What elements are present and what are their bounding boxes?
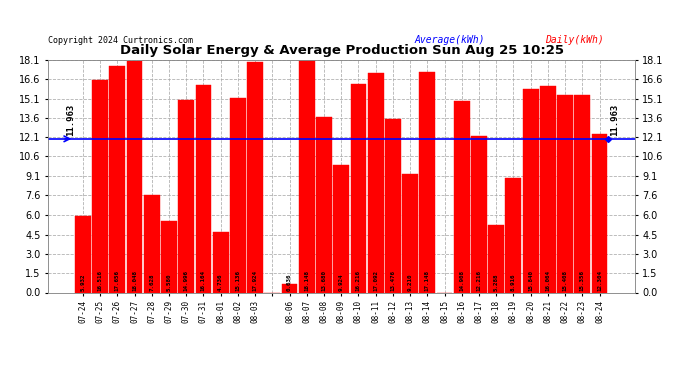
Text: Copyright 2024 Curtronics.com: Copyright 2024 Curtronics.com [48,36,193,45]
Text: 16.064: 16.064 [545,270,551,291]
Bar [299,59,315,292]
Text: 17.656: 17.656 [115,270,120,291]
Bar [195,85,211,292]
Text: 15.136: 15.136 [235,270,240,291]
Text: Average(kWh): Average(kWh) [414,35,484,45]
Bar [591,135,607,292]
Bar [92,80,108,292]
Bar [282,284,297,292]
Bar [385,119,401,292]
Text: 5.932: 5.932 [80,273,86,291]
Bar [213,232,228,292]
Text: 7.628: 7.628 [149,273,155,291]
Bar [454,101,470,292]
Text: 14.908: 14.908 [460,270,464,291]
Text: 9.210: 9.210 [408,273,413,291]
Bar [368,73,384,292]
Bar [127,61,142,292]
Bar [523,89,539,292]
Text: 12.216: 12.216 [477,270,482,291]
Text: 4.736: 4.736 [218,273,223,291]
Text: 15.408: 15.408 [562,270,568,291]
Bar [489,225,504,292]
Bar [230,98,246,292]
Text: 16.516: 16.516 [97,270,103,291]
Bar [351,84,366,292]
Text: 17.924: 17.924 [253,270,257,291]
Text: 11.963: 11.963 [66,104,75,136]
Bar [574,95,590,292]
Text: 5.288: 5.288 [494,273,499,291]
Title: Daily Solar Energy & Average Production Sun Aug 25 10:25: Daily Solar Energy & Average Production … [119,45,564,57]
Bar [144,195,159,292]
Text: 0.636: 0.636 [287,273,292,291]
Text: 17.092: 17.092 [373,270,378,291]
Text: Daily(kWh): Daily(kWh) [545,35,604,45]
Text: 11.963: 11.963 [610,104,619,136]
Bar [333,165,349,292]
Text: 9.924: 9.924 [339,273,344,291]
Bar [557,94,573,292]
Text: 8.916: 8.916 [511,273,516,291]
Bar [402,174,418,292]
Text: 13.680: 13.680 [322,270,326,291]
Text: 14.996: 14.996 [184,270,188,291]
Text: 18.148: 18.148 [304,270,309,291]
Bar [75,216,91,292]
Text: 13.476: 13.476 [391,270,395,291]
Bar [420,72,435,292]
Bar [540,86,555,292]
Bar [247,62,263,292]
Text: 18.048: 18.048 [132,270,137,291]
Bar [161,221,177,292]
Text: 17.148: 17.148 [425,270,430,291]
Text: 16.164: 16.164 [201,270,206,291]
Bar [471,136,487,292]
Text: 5.580: 5.580 [166,273,172,291]
Text: 15.840: 15.840 [528,270,533,291]
Text: 16.216: 16.216 [356,270,361,291]
Bar [110,66,126,292]
Bar [316,117,332,292]
Bar [506,178,522,292]
Bar [178,100,194,292]
Text: 15.356: 15.356 [580,270,585,291]
Text: 12.304: 12.304 [597,270,602,291]
